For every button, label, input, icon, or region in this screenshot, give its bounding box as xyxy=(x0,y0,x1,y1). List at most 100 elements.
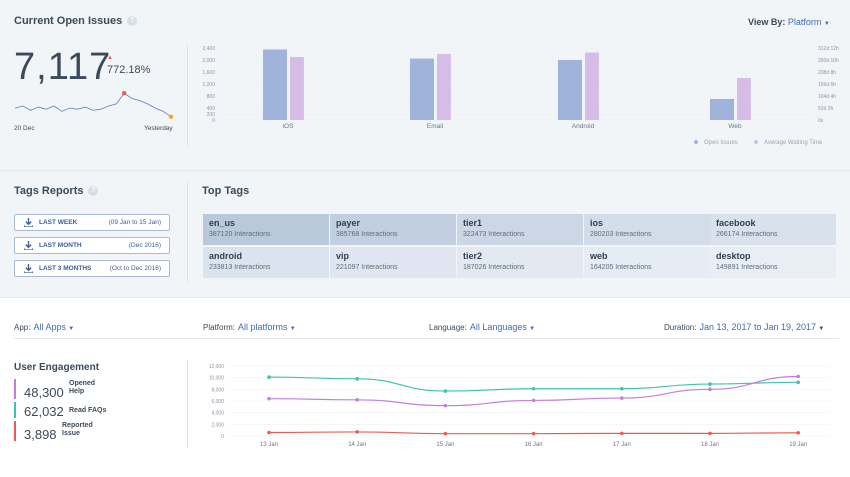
tag-tile[interactable]: android 233813 Interactions xyxy=(203,247,329,278)
chevron-down-icon: ▼ xyxy=(289,326,296,332)
x-tick-label: 15 Jan xyxy=(436,442,454,448)
duration-filter[interactable]: Duration: Jan 13, 2017 to Jan 19, 2017 ▼ xyxy=(664,322,825,332)
y2-tick-label: 52d 2h xyxy=(818,106,834,112)
tag-tile[interactable]: web 164205 Interactions xyxy=(584,247,710,278)
bar-email-waiting-time xyxy=(437,54,451,120)
divider xyxy=(14,338,839,339)
spark-end-label: Yesterday xyxy=(144,125,173,132)
open-issues-title: Current Open Issues? xyxy=(14,15,138,27)
data-point xyxy=(796,374,800,379)
tag-tile[interactable]: tier1 322473 Interactions xyxy=(457,214,583,245)
x-tick-label: 14 Jan xyxy=(348,442,366,448)
y-tick-label: 4,000 xyxy=(211,411,224,417)
opened-help-label: Opened Help xyxy=(69,380,96,395)
data-point xyxy=(620,396,624,400)
change-percent: 772.18% xyxy=(107,64,151,76)
sparkline xyxy=(14,92,172,117)
x-tick-label: 19 Jan xyxy=(789,442,807,448)
x-tick-label: Web xyxy=(728,123,742,130)
bar-android-waiting-time xyxy=(585,52,599,120)
x-tick-label: Email xyxy=(427,123,444,130)
data-point xyxy=(443,389,448,393)
legend-dot xyxy=(694,140,698,144)
y-tick-label: 400 xyxy=(207,106,216,112)
spark-start-label: 20 Dec xyxy=(14,125,35,132)
x-tick-label: 18 Jan xyxy=(701,442,719,448)
view-by-selector[interactable]: View By: Platform ▼ xyxy=(748,17,830,27)
y-tick-label: 0 xyxy=(212,118,215,124)
data-point xyxy=(620,431,624,436)
last-week-button[interactable]: LAST WEEK (09 Jan to 15 Jan) xyxy=(14,214,170,231)
tag-tile[interactable]: en_us 387120 Interactions xyxy=(203,214,329,245)
y-tick-label: 0 xyxy=(221,434,224,440)
y-tick-label: 800 xyxy=(207,94,216,100)
y-tick-label: 2,000 xyxy=(211,422,224,428)
data-point xyxy=(531,431,536,436)
trend-up-icon: ▲ xyxy=(107,55,113,61)
help-icon[interactable]: ? xyxy=(127,16,138,27)
tag-tile[interactable]: tier2 187026 Interactions xyxy=(457,247,583,278)
y-tick-label: 12,000 xyxy=(209,364,225,370)
data-point xyxy=(355,377,359,381)
read-faqs-label: Read FAQs xyxy=(69,407,107,414)
bar-email-open-issues xyxy=(410,58,434,120)
data-point xyxy=(531,398,536,403)
platform-filter[interactable]: Platform: All platforms ▼ xyxy=(203,322,296,332)
legend-swatch xyxy=(14,402,16,418)
bar-android-open-issues xyxy=(558,60,582,120)
download-icon xyxy=(24,218,33,227)
chevron-down-icon: ▼ xyxy=(68,326,75,332)
data-point xyxy=(355,398,359,402)
x-tick-label: 16 Jan xyxy=(525,442,543,448)
data-point xyxy=(531,386,536,391)
tag-tile[interactable]: facebook 266174 Interactions xyxy=(710,214,836,245)
data-point xyxy=(267,375,271,379)
y2-tick-label: 208d 8h xyxy=(818,70,836,76)
chevron-down-icon: ▼ xyxy=(823,21,830,27)
sparkline-last-point xyxy=(168,114,174,119)
tag-tile[interactable]: payer 385768 Interactions xyxy=(330,214,456,245)
sparkline-peak-point xyxy=(122,91,127,96)
tag-tile[interactable]: ios 280203 Interactions xyxy=(584,214,710,245)
data-point xyxy=(708,387,712,392)
data-point xyxy=(620,386,624,391)
data-point xyxy=(267,430,271,435)
data-point xyxy=(796,430,800,435)
legend-label: Average Waiting Time xyxy=(764,140,823,146)
legend-swatch xyxy=(14,421,16,441)
y-tick-label: 2,000 xyxy=(202,58,215,64)
language-filter[interactable]: Language: All Languages ▼ xyxy=(429,322,536,332)
data-point xyxy=(355,430,359,434)
engagement-line-chart: 0 2,000 4,000 6,000 8,000 10,000 12,000 13 Jan 1… xyxy=(209,364,830,448)
tag-tile[interactable]: desktop 149891 Interactions xyxy=(710,247,836,278)
reported-issue-label: Reported Issue xyxy=(62,422,93,437)
bar-web-waiting-time xyxy=(737,78,751,120)
y2-tick-label: 312d 12h xyxy=(818,46,839,52)
read-faqs-stat: 62,032 xyxy=(24,404,64,419)
y-tick-label: 1,600 xyxy=(202,70,215,76)
divider xyxy=(187,360,188,448)
y-tick-label: 200 xyxy=(207,112,216,118)
y2-tick-label: 104d 4h xyxy=(818,94,836,100)
data-point xyxy=(267,396,271,401)
last-month-button[interactable]: LAST MONTH (Dec 2016) xyxy=(14,237,170,254)
y-tick-label: 6,000 xyxy=(211,399,224,405)
help-icon[interactable]: ? xyxy=(88,186,99,197)
engagement-section xyxy=(0,298,850,477)
x-tick-label: iOS xyxy=(283,123,295,130)
divider xyxy=(187,44,188,146)
last-3-months-button[interactable]: LAST 3 MONTHS (Oct to Dec 2016) xyxy=(14,260,170,277)
top-tags-title: Top Tags xyxy=(202,185,250,197)
download-icon xyxy=(24,264,33,273)
y-tick-label: 10,000 xyxy=(209,376,225,382)
data-point xyxy=(708,431,712,436)
tag-tile[interactable]: vip 221097 Interactions xyxy=(330,247,456,278)
data-point xyxy=(443,431,448,436)
y-tick-label: 1,200 xyxy=(202,82,215,88)
data-point xyxy=(708,382,712,386)
divider xyxy=(187,182,188,282)
sparkline-chart xyxy=(14,91,174,119)
y2-tick-label: 0s xyxy=(818,118,824,124)
x-tick-label: 13 Jan xyxy=(260,442,278,448)
app-filter[interactable]: App: All Apps ▼ xyxy=(14,322,75,332)
